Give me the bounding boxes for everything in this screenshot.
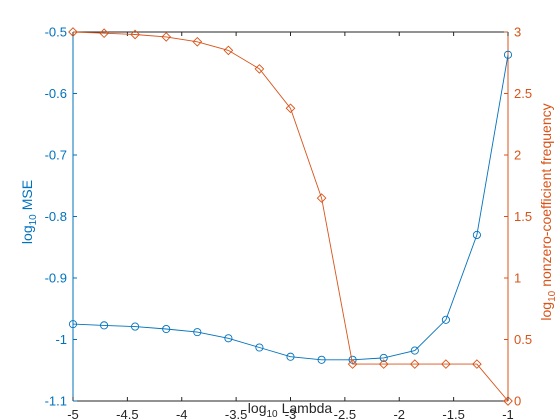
plot-area [72, 31, 509, 402]
mse-point [100, 321, 109, 330]
x-tick-label: -1 [502, 407, 514, 420]
mse-point [255, 343, 264, 352]
mse-point [317, 355, 326, 364]
left-y-tick-label: -0.8 [45, 209, 67, 224]
mse-point [410, 346, 419, 355]
series-layer [68, 27, 513, 406]
left-y-tick-label: -0.7 [45, 148, 67, 163]
plot-background [73, 32, 508, 401]
mse-point [131, 322, 140, 331]
x-tick-label: -3 [285, 407, 297, 420]
frequency-point [472, 359, 482, 369]
frequency-point [409, 359, 420, 369]
right-y-tick-label: 2.5 [514, 86, 532, 101]
x-axis-title: log10 Lambda [248, 400, 333, 420]
left-y-tick-label: -0.6 [45, 86, 67, 101]
frequency-point [68, 27, 78, 37]
frequency-point [347, 359, 358, 369]
right-y-axis-title-log: log [538, 302, 554, 321]
left-y-axis-title-tail: MSE [19, 180, 35, 210]
mse-point [68, 320, 78, 329]
frequency-point [316, 193, 327, 203]
mse-point [224, 334, 233, 343]
left-y-tick-label: -1 [55, 332, 67, 347]
mse-point [286, 352, 295, 361]
right-y-tick-label: 0.5 [514, 332, 532, 347]
right-y-axis-title-tail: nonzero-coefficient frequency [538, 103, 554, 286]
x-tick-label: -4 [176, 407, 188, 420]
right-y-tick-label: 3 [514, 25, 521, 40]
x-tick-label: -2 [393, 407, 405, 420]
frequency-point [441, 359, 451, 369]
left-y-tick-label: -1.1 [45, 394, 67, 409]
frequency-point [192, 36, 203, 47]
mse-point [472, 230, 481, 239]
right-y-tick-label: 2 [514, 148, 521, 163]
right-y-tick-label: 1 [514, 271, 521, 286]
frequency-series-line [72, 31, 509, 402]
mse-point [379, 353, 388, 363]
right-y-axis-title-subscript: 10 [547, 290, 558, 302]
x-tick-label: -5 [67, 407, 79, 420]
frequency-point [503, 396, 513, 406]
right-y-tick-label: 0 [514, 394, 521, 409]
frequency-point [223, 45, 234, 56]
left-y-axis-title-log: log [19, 225, 35, 244]
right-y-tick-label: 1.5 [514, 209, 532, 224]
left-y-axis-title-subscript: 10 [28, 214, 39, 226]
frequency-point [161, 32, 172, 42]
mse-point [441, 315, 450, 324]
x-axis-title-log: log [248, 400, 267, 416]
mse-series-line [72, 54, 509, 361]
frequency-point [130, 29, 140, 40]
left-y-tick-label: -0.5 [45, 25, 67, 40]
mse-point [162, 324, 171, 334]
frequency-point [285, 103, 296, 114]
x-tick-label: -4.5 [116, 407, 138, 420]
mse-point [193, 328, 202, 337]
right-y-axis: 0 0.5 1 1.5 2 2.5 3 [504, 25, 532, 409]
mse-point [503, 50, 513, 59]
frequency-point [378, 359, 389, 369]
x-tick-label: -2.5 [334, 407, 356, 420]
x-axis: -5 -4.5 -4 -3.5 -3 -2.5 -2 -1.5 -1 [67, 32, 514, 420]
right-y-axis-title: log10 nonzero-coefficient frequency [538, 103, 558, 320]
left-y-tick-label: -0.9 [45, 271, 67, 286]
x-axis-title-tail: Lambda [282, 400, 333, 416]
frequency-point [99, 28, 109, 39]
x-axis-title-subscript: 10 [266, 409, 278, 420]
left-y-axis-title: log10 MSE [19, 180, 39, 244]
x-tick-label: -3.5 [225, 407, 247, 420]
left-y-axis: -1.1 -1 -0.9 -0.8 -0.7 -0.6 -0.5 [45, 25, 77, 409]
x-tick-label: -1.5 [442, 407, 464, 420]
frequency-point [254, 64, 265, 74]
